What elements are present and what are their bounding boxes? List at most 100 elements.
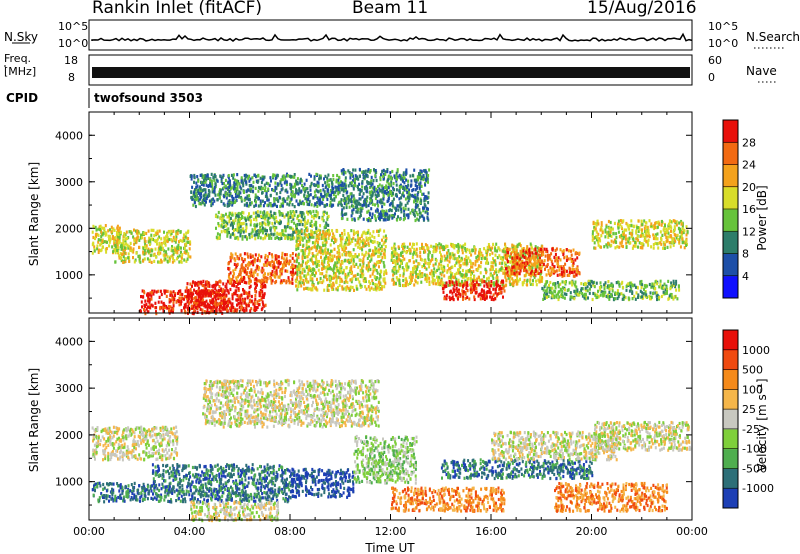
range-gate-cell — [476, 283, 479, 287]
range-gate-cell — [490, 280, 493, 284]
range-gate-cell — [187, 240, 190, 244]
range-gate-cell — [290, 187, 292, 191]
range-gate-cell — [254, 186, 257, 190]
range-gate-cell — [362, 273, 365, 277]
range-gate-cell — [305, 239, 308, 243]
range-gate-cell — [431, 257, 434, 262]
range-gate-cell — [395, 207, 398, 211]
range-gate-cell — [500, 268, 503, 272]
range-gate-cell — [248, 188, 251, 192]
range-gate-cell — [285, 182, 288, 187]
range-gate-cell — [174, 237, 177, 241]
range-gate-cell — [144, 251, 147, 255]
range-gate-cell — [310, 223, 313, 228]
range-gate-cell — [119, 255, 122, 259]
range-gate-cell — [144, 239, 147, 244]
range-gate-cell — [304, 261, 307, 265]
range-gate-cell — [256, 213, 259, 217]
range-gate-cell — [484, 295, 487, 300]
range-gate-cell — [414, 251, 417, 255]
range-gate-cell — [296, 272, 299, 276]
range-gate-cell — [192, 280, 195, 284]
range-gate-cell — [309, 223, 312, 227]
range-gate-cell — [459, 283, 462, 287]
range-gate-cell — [316, 196, 319, 200]
range-gate-cell — [319, 198, 321, 202]
range-gate-cell — [221, 293, 223, 298]
range-gate-cell — [119, 230, 122, 234]
range-gate-cell — [350, 214, 353, 218]
range-gate-cell — [418, 172, 420, 176]
range-gate-cell — [451, 275, 454, 279]
range-gate-cell — [326, 189, 329, 193]
range-gate-cell — [164, 253, 167, 257]
range-gate-cell — [508, 277, 511, 281]
range-gate-cell — [111, 236, 114, 241]
range-gate-cell — [316, 240, 319, 244]
range-gate-cell — [384, 218, 387, 222]
range-gate-cell — [243, 203, 246, 207]
range-gate-cell — [365, 203, 368, 207]
range-gate-cell — [207, 281, 210, 285]
range-gate-cell — [363, 174, 366, 179]
range-gate-cell — [245, 304, 248, 308]
range-gate-cell — [102, 231, 105, 235]
range-gate-cell — [374, 196, 377, 201]
range-gate-cell — [293, 259, 296, 263]
range-gate-cell — [291, 252, 294, 256]
range-gate-cell — [253, 173, 256, 177]
range-gate-cell — [292, 227, 294, 231]
range-gate-cell — [195, 298, 198, 302]
range-gate-cell — [200, 292, 202, 296]
range-gate-cell — [239, 270, 242, 274]
range-gate-cell — [222, 298, 225, 302]
range-gate-cell — [449, 275, 452, 279]
range-gate-cell — [187, 296, 190, 301]
range-gate-cell — [374, 268, 377, 272]
range-gate-cell — [216, 179, 219, 183]
range-gate-cell — [189, 287, 192, 291]
range-gate-cell — [322, 195, 325, 199]
range-gate-cell — [432, 245, 435, 249]
range-gate-cell — [384, 172, 387, 176]
range-gate-cell — [219, 189, 222, 193]
range-gate-cell — [387, 174, 390, 178]
range-gate-cell — [222, 221, 225, 225]
range-gate-cell — [260, 180, 263, 185]
range-gate-cell — [377, 193, 380, 197]
range-gate-cell — [474, 260, 477, 264]
range-gate-cell — [336, 229, 339, 233]
range-gate-cell — [369, 190, 371, 194]
range-gate-cell — [372, 240, 374, 244]
range-gate-cell — [244, 235, 247, 239]
range-gate-cell — [323, 177, 325, 181]
range-gate-cell — [488, 245, 491, 249]
range-gate-cell — [382, 186, 385, 190]
range-gate-cell — [350, 173, 353, 177]
range-gate-cell — [344, 241, 347, 245]
range-gate-cell — [541, 264, 544, 268]
range-gate-cell — [225, 196, 228, 200]
range-gate-cell — [392, 197, 395, 201]
range-gate-cell — [476, 268, 479, 272]
range-gate-cell — [500, 256, 503, 260]
range-gate-cell — [248, 197, 251, 201]
range-gate-cell — [233, 279, 236, 283]
range-gate-cell — [370, 179, 373, 183]
range-gate-cell — [246, 271, 249, 275]
range-gate-cell — [428, 265, 431, 269]
range-gate-cell — [172, 256, 174, 260]
range-gate-cell — [494, 291, 497, 295]
range-gate-cell — [478, 278, 481, 282]
range-gate-cell — [229, 216, 232, 220]
range-gate-cell — [382, 194, 385, 199]
range-gate-cell — [403, 242, 406, 246]
range-gate-cell — [400, 207, 403, 211]
range-gate-cell — [246, 194, 249, 199]
range-gate-cell — [254, 203, 257, 207]
range-gate-cell — [409, 242, 411, 246]
range-gate-cell — [209, 310, 212, 314]
range-gate-cell — [120, 259, 123, 263]
range-gate-cell — [414, 280, 417, 284]
range-gate-cell — [206, 289, 209, 293]
